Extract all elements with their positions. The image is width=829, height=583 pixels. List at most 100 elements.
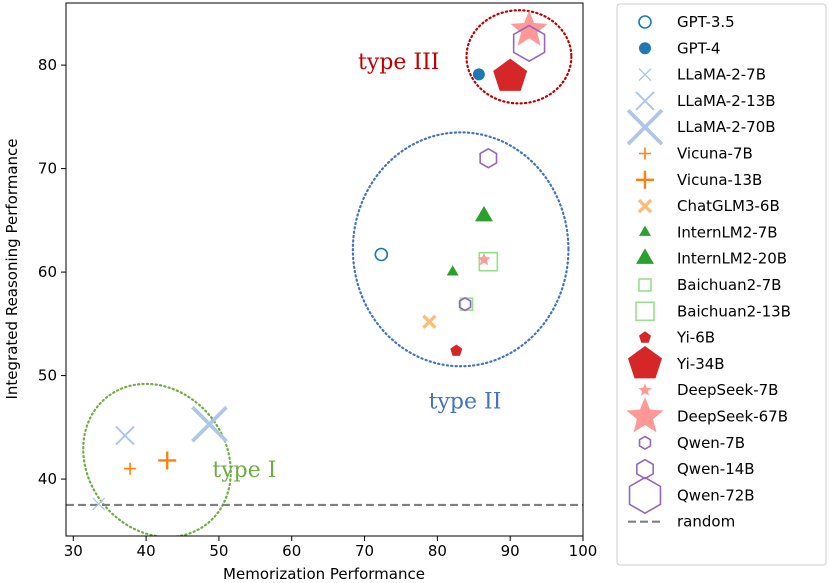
legend-label: DeepSeek-7B xyxy=(677,381,778,399)
point-qwen-14b xyxy=(479,147,498,169)
legend: GPT-3.5 GPT-4 LLaMA-2-7B LLaMA-2-13B LLaMA-2… xyxy=(616,3,827,566)
legend-item-yi-6b: Yi-6B xyxy=(639,329,715,347)
annotation-labels: type I type II type III xyxy=(212,50,501,483)
legend-item-baichuan2-13b: Baichuan2-13B xyxy=(635,301,791,322)
legend-marker-gpt-3-5 xyxy=(638,15,652,29)
legend-item-qwen-14b: Qwen-14B xyxy=(636,458,755,480)
annotations xyxy=(82,9,573,536)
x-tick-label: 30 xyxy=(64,542,83,560)
cluster-ellipse-type-i xyxy=(82,382,232,536)
y-tick-label: 60 xyxy=(38,263,57,281)
legend-marker-yi-6b xyxy=(639,331,651,343)
legend-item-qwen-7b: Qwen-7B xyxy=(638,434,745,452)
legend-label: Baichuan2-13B xyxy=(677,302,791,320)
legend-label: Qwen-72B xyxy=(677,486,755,504)
legend-frame xyxy=(616,3,827,566)
point-qwen-72b xyxy=(512,24,546,63)
legend-item-internlm2-20b: InternLM2-20B xyxy=(636,248,787,268)
legend-item-vicuna-7b: Vicuna-7B xyxy=(639,145,753,163)
legend-label: InternLM2-20B xyxy=(677,250,787,268)
legend-marker-baichuan2-13b xyxy=(635,301,655,322)
legend-marker-deepseek-67b xyxy=(626,396,664,433)
point-baichuan2-13b xyxy=(478,251,499,272)
legend-marker-vicuna-13b xyxy=(636,170,654,189)
legend-label: LLaMA-2-13B xyxy=(677,92,776,110)
x-tick-label: 70 xyxy=(355,542,374,560)
x-tick-label: 80 xyxy=(428,542,447,560)
legend-item-llama-2-13b: LLaMA-2-13B xyxy=(635,91,776,111)
legend-label: LLaMA-2-70B xyxy=(677,118,776,136)
point-vicuna-7b xyxy=(124,462,137,475)
annotation-type-i: type I xyxy=(212,458,276,483)
legend-label: LLaMA-2-7B xyxy=(677,66,766,84)
legend-label: Vicuna-13B xyxy=(677,171,762,189)
point-deepseek-7b xyxy=(477,252,491,266)
legend-label: ChatGLM3-6B xyxy=(677,197,780,215)
y-axis-label: Integrated Reasoning Performance xyxy=(3,138,21,399)
legend-item-vicuna-13b: Vicuna-13B xyxy=(636,170,762,189)
data-points xyxy=(92,10,548,511)
legend-marker-llama-2-7b xyxy=(638,68,652,82)
point-chatglm3-6b xyxy=(422,314,437,329)
point-llama-2-7b xyxy=(92,497,106,511)
legend-label: Yi-6B xyxy=(676,329,715,347)
legend-label: GPT-4 xyxy=(677,39,720,57)
legend-item-deepseek-67b: DeepSeek-67B xyxy=(626,396,788,433)
legend-marker-qwen-7b xyxy=(638,435,652,451)
legend-item-llama-2-7b: LLaMA-2-7B xyxy=(638,66,766,84)
legend-label: GPT-3.5 xyxy=(677,13,735,31)
legend-label: Qwen-7B xyxy=(677,434,745,452)
x-tick-label: 40 xyxy=(137,542,156,560)
legend-item-gpt-3-5: GPT-3.5 xyxy=(638,13,735,31)
y-tick-label: 70 xyxy=(38,160,57,178)
legend-label: Baichuan2-7B xyxy=(677,276,781,294)
legend-marker-chatglm3-6b xyxy=(637,198,653,214)
legend-marker-internlm2-20b xyxy=(636,248,654,264)
x-axis-label: Memorization Performance xyxy=(223,565,425,583)
legend-marker-vicuna-7b xyxy=(639,147,651,160)
point-yi-6b xyxy=(450,344,463,356)
point-qwen-7b xyxy=(458,296,472,312)
plot-frame xyxy=(65,2,584,537)
cluster-ellipse-type-ii xyxy=(351,131,570,368)
x-tick-label: 90 xyxy=(501,542,520,560)
x-tick-label: 60 xyxy=(282,542,301,560)
legend-marker-yi-34b xyxy=(628,346,662,379)
x-tick-label: 50 xyxy=(209,542,228,560)
cluster-ellipse-type-iii xyxy=(465,9,573,105)
legend-marker-qwen-14b xyxy=(636,458,654,480)
point-internlm2-20b xyxy=(475,205,493,222)
point-internlm2-7b xyxy=(446,265,459,276)
y-tick-label: 50 xyxy=(38,367,57,385)
legend-label: Yi-34B xyxy=(676,355,725,373)
legend-item-gpt-4: GPT-4 xyxy=(639,39,720,57)
legend-marker-deepseek-7b xyxy=(638,383,652,396)
x-tick-label: 100 xyxy=(569,542,598,560)
point-yi-34b xyxy=(493,58,528,91)
x-axis: 30 40 50 60 70 80 90 100 xyxy=(64,536,598,560)
point-vicuna-13b xyxy=(158,451,177,470)
legend-marker-gpt-4 xyxy=(639,42,651,55)
point-deepseek-67b xyxy=(510,10,548,46)
legend-marker-internlm2-7b xyxy=(639,225,651,236)
legend-marker-baichuan2-7b xyxy=(638,278,652,292)
annotation-type-iii: type III xyxy=(358,50,439,75)
legend-marker-qwen-72b xyxy=(628,476,662,515)
legend-item-internlm2-7b: InternLM2-7B xyxy=(639,223,778,241)
y-axis: 40 50 60 70 80 xyxy=(38,56,66,488)
legend-label: InternLM2-7B xyxy=(677,223,778,241)
y-tick-label: 80 xyxy=(38,56,57,74)
legend-item-random: random xyxy=(628,513,735,531)
point-gpt-3-5 xyxy=(374,247,389,262)
y-tick-label: 40 xyxy=(38,470,57,488)
point-llama-2-70b xyxy=(191,405,228,443)
legend-item-chatglm3-6b: ChatGLM3-6B xyxy=(637,197,780,215)
legend-marker-llama-2-70b xyxy=(626,108,664,146)
legend-item-llama-2-70b: LLaMA-2-70B xyxy=(626,108,776,146)
legend-label: random xyxy=(677,513,735,531)
legend-label: Vicuna-7B xyxy=(677,145,753,163)
legend-label: Qwen-14B xyxy=(677,460,755,478)
legend-marker-llama-2-13b xyxy=(635,91,655,111)
legend-item-deepseek-7b: DeepSeek-7B xyxy=(638,381,778,399)
